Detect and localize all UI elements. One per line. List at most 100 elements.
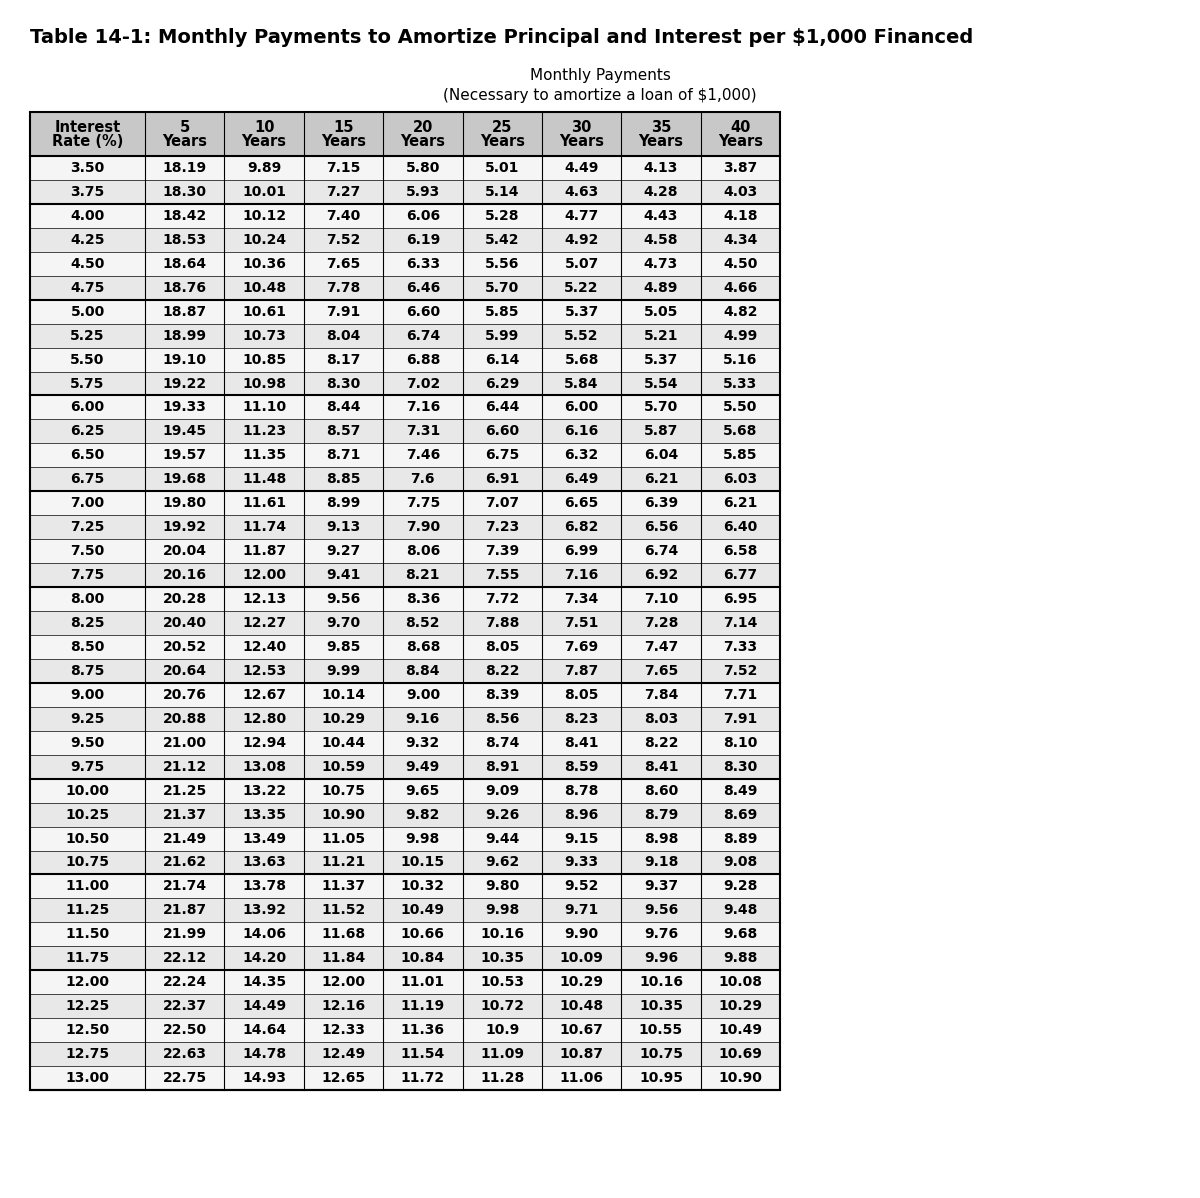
Text: 21.25: 21.25 <box>163 783 206 798</box>
Text: 25: 25 <box>492 121 512 135</box>
Bar <box>30 635 780 659</box>
Text: 7.46: 7.46 <box>406 448 440 462</box>
Text: 7.87: 7.87 <box>564 664 599 678</box>
Text: 8.74: 8.74 <box>485 736 520 750</box>
Text: 20.28: 20.28 <box>163 592 206 606</box>
Text: 9.62: 9.62 <box>485 855 520 870</box>
Text: 5.54: 5.54 <box>643 376 678 391</box>
Text: 8.56: 8.56 <box>485 712 520 726</box>
Text: 8.22: 8.22 <box>485 664 520 678</box>
Text: 10.29: 10.29 <box>322 712 366 726</box>
Bar <box>30 443 780 467</box>
Text: 9.89: 9.89 <box>247 161 281 175</box>
Text: 5.56: 5.56 <box>485 256 520 271</box>
Text: 10.16: 10.16 <box>638 975 683 990</box>
Text: Years: Years <box>241 134 287 150</box>
Text: 12.67: 12.67 <box>242 688 286 702</box>
Text: 13.08: 13.08 <box>242 760 286 774</box>
Text: 8.71: 8.71 <box>326 448 361 462</box>
Text: 12.00: 12.00 <box>322 975 366 990</box>
Text: 5.85: 5.85 <box>724 448 757 462</box>
Text: 5.25: 5.25 <box>71 328 104 343</box>
Text: 8.30: 8.30 <box>724 760 757 774</box>
Text: 7.34: 7.34 <box>564 592 599 606</box>
Bar <box>30 180 780 204</box>
Text: 5.05: 5.05 <box>643 304 678 319</box>
Text: 19.45: 19.45 <box>163 424 206 438</box>
Text: 11.05: 11.05 <box>322 831 366 846</box>
Text: Years: Years <box>480 134 524 150</box>
Text: 4.25: 4.25 <box>71 232 104 247</box>
Text: 10.67: 10.67 <box>559 1023 604 1037</box>
Text: Years: Years <box>638 134 684 150</box>
Text: 11.52: 11.52 <box>322 903 366 918</box>
Text: 6.75: 6.75 <box>71 472 104 486</box>
Text: Years: Years <box>320 134 366 150</box>
Text: 7.91: 7.91 <box>326 304 361 319</box>
Text: 12.53: 12.53 <box>242 664 286 678</box>
Text: 7.50: 7.50 <box>71 544 104 558</box>
Text: 11.19: 11.19 <box>401 999 445 1014</box>
Text: 18.87: 18.87 <box>163 304 206 319</box>
Bar <box>30 994 780 1018</box>
Text: 6.91: 6.91 <box>485 472 520 486</box>
Text: 21.62: 21.62 <box>163 855 206 870</box>
Text: 6.60: 6.60 <box>485 424 520 438</box>
Text: 7.78: 7.78 <box>326 280 361 295</box>
Text: 5.33: 5.33 <box>724 376 757 391</box>
Bar <box>30 300 780 323</box>
Text: 3.50: 3.50 <box>71 161 104 175</box>
Text: 5.85: 5.85 <box>485 304 520 319</box>
Bar <box>30 371 780 395</box>
Text: 5.99: 5.99 <box>485 328 520 343</box>
Text: 18.30: 18.30 <box>163 184 206 199</box>
Text: 6.74: 6.74 <box>406 328 440 343</box>
Bar <box>30 851 780 875</box>
Text: 14.35: 14.35 <box>242 975 286 990</box>
Text: 7.51: 7.51 <box>564 616 599 630</box>
Text: 10.9: 10.9 <box>485 1023 520 1037</box>
Text: 5.14: 5.14 <box>485 184 520 199</box>
Text: 10.48: 10.48 <box>559 999 604 1014</box>
Text: 8.91: 8.91 <box>485 760 520 774</box>
Text: 6.19: 6.19 <box>406 232 440 247</box>
Text: 9.18: 9.18 <box>643 855 678 870</box>
Text: 10.44: 10.44 <box>322 736 366 750</box>
Text: 12.75: 12.75 <box>66 1047 109 1061</box>
Text: 6.04: 6.04 <box>644 448 678 462</box>
Text: 11.74: 11.74 <box>242 520 286 534</box>
Text: 10.00: 10.00 <box>66 783 109 798</box>
Text: 10.98: 10.98 <box>242 376 286 391</box>
Text: 8.44: 8.44 <box>326 400 361 415</box>
Bar <box>30 563 780 587</box>
Text: 21.37: 21.37 <box>163 807 206 822</box>
Text: 20.04: 20.04 <box>163 544 206 558</box>
Bar <box>30 707 780 731</box>
Text: 8.52: 8.52 <box>406 616 440 630</box>
Text: 11.54: 11.54 <box>401 1047 445 1061</box>
Text: 6.00: 6.00 <box>564 400 599 415</box>
Text: 19.80: 19.80 <box>163 496 206 510</box>
Text: 7.47: 7.47 <box>644 640 678 654</box>
Text: 21.74: 21.74 <box>163 879 206 894</box>
Text: 4.13: 4.13 <box>643 161 678 175</box>
Bar <box>30 111 780 1090</box>
Text: 6.16: 6.16 <box>564 424 599 438</box>
Text: 7.91: 7.91 <box>724 712 757 726</box>
Text: 6.39: 6.39 <box>644 496 678 510</box>
Text: 10.16: 10.16 <box>480 927 524 942</box>
Text: 8.79: 8.79 <box>644 807 678 822</box>
Text: 11.28: 11.28 <box>480 1071 524 1085</box>
Text: 8.69: 8.69 <box>724 807 757 822</box>
Text: 9.00: 9.00 <box>71 688 104 702</box>
Text: 5.50: 5.50 <box>71 352 104 367</box>
Text: 7.27: 7.27 <box>326 184 361 199</box>
Text: 12.16: 12.16 <box>322 999 366 1014</box>
Text: 12.00: 12.00 <box>66 975 109 990</box>
Text: 19.22: 19.22 <box>163 376 206 391</box>
Text: 5.37: 5.37 <box>564 304 599 319</box>
Bar <box>30 111 780 156</box>
Text: 8.39: 8.39 <box>485 688 520 702</box>
Text: 19.68: 19.68 <box>163 472 206 486</box>
Text: 12.65: 12.65 <box>322 1071 366 1085</box>
